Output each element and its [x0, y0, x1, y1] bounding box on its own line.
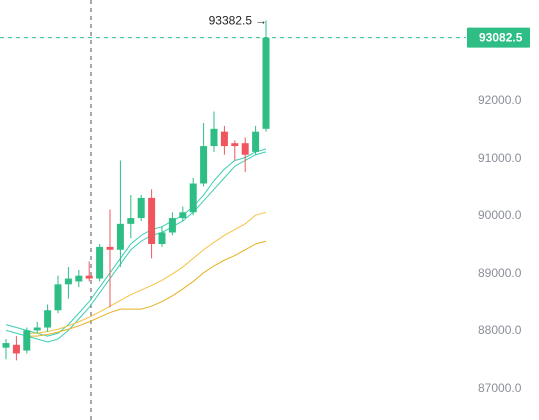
- candle-down[interactable]: [148, 197, 156, 244]
- last-price-group: 93082.5: [0, 27, 530, 48]
- candle-down[interactable]: [220, 131, 228, 147]
- candle-up[interactable]: [252, 131, 260, 152]
- ma-fast-line: [5, 148, 267, 337]
- high-marker-group: 93382.5 →: [209, 13, 267, 27]
- price-axis: [466, 0, 539, 420]
- candle-up[interactable]: [179, 212, 187, 219]
- candle-up[interactable]: [189, 183, 197, 213]
- candle-up[interactable]: [116, 223, 124, 250]
- candle-up[interactable]: [127, 218, 135, 224]
- candle-up[interactable]: [168, 218, 176, 233]
- arrow-right-icon: →: [255, 13, 267, 27]
- y-tick-label: 90000.0: [478, 208, 522, 222]
- high-price-label: 93382.5: [209, 13, 253, 27]
- ma-fast-line: [5, 151, 267, 343]
- candle-up[interactable]: [137, 197, 145, 219]
- candle-up[interactable]: [2, 343, 10, 348]
- ma-slow-line: [26, 211, 267, 334]
- y-tick-label: 88000.0: [478, 323, 522, 337]
- candle-up[interactable]: [210, 128, 218, 147]
- y-tick-label: 92000.0: [478, 93, 522, 107]
- y-tick-label: 87000.0: [478, 381, 522, 395]
- candle-up[interactable]: [33, 327, 41, 331]
- y-tick-label: 89000.0: [478, 266, 522, 280]
- last-price-badge: [467, 27, 530, 48]
- candle-up[interactable]: [96, 246, 104, 279]
- candle-up[interactable]: [23, 330, 31, 351]
- candle-up[interactable]: [75, 275, 83, 282]
- ma-slow-line: [26, 240, 267, 337]
- candle-up[interactable]: [158, 232, 166, 244]
- candle-up[interactable]: [54, 284, 62, 311]
- candle-up[interactable]: [44, 310, 52, 328]
- candle-down[interactable]: [106, 246, 114, 250]
- candle-up[interactable]: [64, 278, 72, 285]
- candle-down[interactable]: [85, 275, 93, 279]
- candles: [2, 20, 270, 361]
- candle-up[interactable]: [262, 37, 270, 129]
- moving-averages: [5, 148, 267, 343]
- y-tick-label: 91000.0: [478, 151, 522, 165]
- candle-down[interactable]: [241, 143, 249, 155]
- candle-up[interactable]: [200, 146, 208, 184]
- candle-down[interactable]: [231, 143, 239, 147]
- last-price-label: 93082.5: [479, 31, 523, 45]
- candle-down[interactable]: [12, 344, 20, 354]
